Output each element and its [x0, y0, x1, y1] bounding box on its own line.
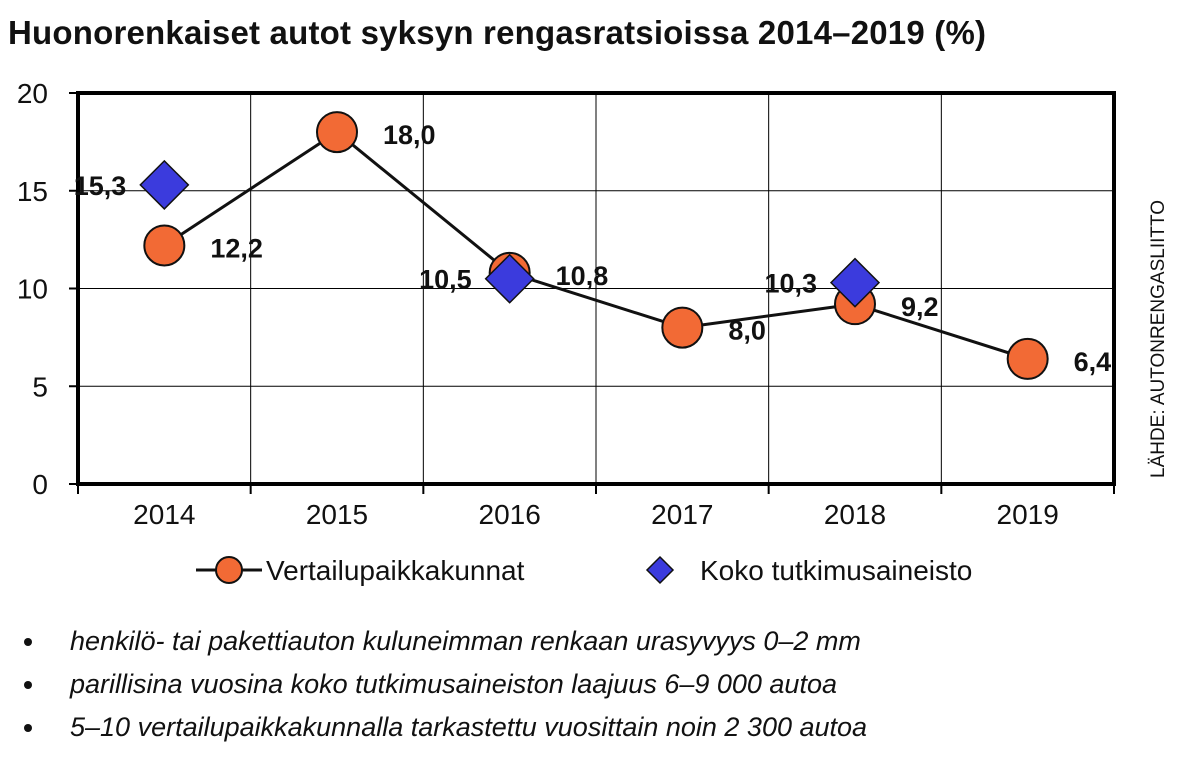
- chart-title: Huonorenkaiset autot syksyn rengasratsio…: [8, 14, 987, 51]
- notes-list: henkilö- tai pakettiauton kuluneimman re…: [22, 620, 867, 749]
- note-item: parillisina vuosina koko tutkimusaineist…: [22, 663, 867, 706]
- series-marks: 12,2 18,0 10,8 8,0 9,2 6,4 15,3 10,5 10,3: [74, 111, 1112, 380]
- data-label: 12,2: [210, 233, 263, 263]
- bullet-icon: [24, 638, 32, 646]
- note-text: 5–10 vertailupaikkakunnalla tarkastettu …: [70, 712, 868, 742]
- circle-point: [1006, 337, 1049, 380]
- x-tick-label: 2017: [651, 499, 713, 530]
- y-tick-label: 20: [17, 78, 48, 109]
- x-tick-label: 2019: [997, 499, 1059, 530]
- data-label: 8,0: [728, 316, 766, 346]
- note-item: 5–10 vertailupaikkakunnalla tarkastettu …: [22, 706, 867, 749]
- data-label: 6,4: [1074, 347, 1112, 377]
- y-tick-label: 10: [17, 274, 48, 305]
- data-label: 9,2: [901, 292, 939, 322]
- series-line-vertailupaikkakunnat: [163, 130, 1029, 361]
- note-item: henkilö- tai pakettiauton kuluneimman re…: [22, 620, 867, 663]
- line-chart: 0 5 10 15 20 2014 2015 2016 2017 2018 2019 12,2 18…: [17, 78, 1169, 586]
- diamond-point: [829, 257, 881, 308]
- data-label: 10,5: [419, 265, 472, 295]
- grid-lines: [78, 93, 1114, 484]
- legend-circle-swatch: [215, 556, 243, 584]
- legend-label-koko-tutkimusaineisto: Koko tutkimusaineisto: [700, 555, 972, 586]
- y-tick-label: 0: [32, 469, 48, 500]
- x-tick-label: 2015: [306, 499, 368, 530]
- data-label: 10,3: [764, 269, 817, 299]
- data-label: 10,8: [556, 261, 609, 291]
- data-label: 18,0: [383, 120, 436, 150]
- note-text: parillisina vuosina koko tutkimusaineist…: [70, 669, 837, 699]
- data-label: 15,3: [74, 171, 127, 201]
- diamond-point: [139, 159, 190, 210]
- y-axis-ticks: 0 5 10 15 20: [17, 78, 78, 500]
- y-tick-label: 5: [32, 371, 48, 402]
- y-tick-label: 15: [17, 176, 48, 207]
- x-tick-label: 2016: [479, 499, 541, 530]
- x-axis-ticks: 2014 2015 2016 2017 2018 2019: [77, 484, 1115, 530]
- diamond-point: [484, 253, 535, 304]
- circle-point: [143, 224, 186, 267]
- legend-diamond-swatch: [645, 555, 675, 585]
- bullet-icon: [24, 681, 32, 689]
- source-label: LÄHDE: AUTONRENGASLIITTO: [1148, 200, 1169, 478]
- x-tick-label: 2018: [824, 499, 886, 530]
- legend-label-vertailupaikkakunnat: Vertailupaikkakunnat: [266, 555, 525, 586]
- circle-point: [316, 111, 358, 154]
- bullet-icon: [24, 724, 32, 732]
- x-tick-label: 2014: [133, 499, 195, 530]
- legend: Vertailupaikkakunnat Koko tutkimusaineis…: [196, 555, 972, 586]
- note-text: henkilö- tai pakettiauton kuluneimman re…: [70, 626, 861, 656]
- circle-point: [661, 306, 704, 349]
